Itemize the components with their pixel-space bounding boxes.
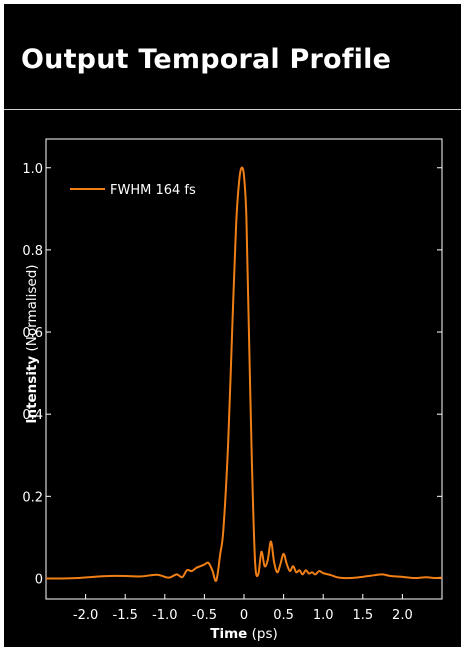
x-axis-title-unit: (ps): [252, 626, 278, 642]
x-tick-label: 0: [240, 608, 248, 623]
x-axis-title: Time (ps): [210, 626, 278, 642]
y-axis-title-unit: (Normalised): [24, 264, 40, 351]
x-tick-label: 2.0: [392, 608, 413, 623]
x-tick-label: 1.5: [352, 608, 373, 623]
chart-card: Output Temporal Profile -2.0 -1.5 -1.0 -0.5…: [4, 4, 461, 647]
y-tick-label: 0.8: [22, 244, 43, 259]
y-axis-ticks: 0 0.2 0.4 0.6 0.8 1.0: [22, 162, 442, 587]
temporal-profile-chart: -2.0 -1.5 -1.0 -0.5 0 0.5 1.0 1.5 2.0 0 0.2 0.4 0.6…: [22, 138, 443, 642]
y-tick-label: 0.6: [22, 326, 43, 341]
x-tick-label: -1.5: [113, 608, 138, 623]
y-tick-label: 0.4: [22, 408, 43, 423]
page-title: Output Temporal Profile: [21, 44, 392, 75]
series-layer: [45, 166, 443, 582]
y-tick-label: 1.0: [22, 162, 43, 177]
x-tick-label: -1.0: [152, 608, 177, 623]
x-tick-label: 1.0: [313, 608, 334, 623]
chart-header: Output Temporal Profile: [4, 4, 461, 108]
x-tick-label: -2.0: [73, 608, 98, 623]
legend-label: FWHM 164 fs: [110, 183, 196, 198]
header-divider: [4, 109, 461, 110]
x-tick-label: -0.5: [192, 608, 217, 623]
x-tick-label: 0.5: [273, 608, 294, 623]
plot-frame: [45, 138, 443, 600]
legend: FWHM 164 fs: [70, 183, 196, 198]
x-axis-title-bold: Time: [210, 626, 247, 642]
x-axis-ticks: -2.0 -1.5 -1.0 -0.5 0 0.5 1.0 1.5 2.0: [73, 594, 413, 623]
y-tick-label: 0: [35, 572, 43, 587]
y-axis-title: Intensity (Normalised): [24, 264, 40, 423]
y-tick-label: 0.2: [22, 490, 43, 505]
series-line: [45, 166, 443, 582]
y-axis-title-bold: Intensity: [24, 356, 40, 424]
